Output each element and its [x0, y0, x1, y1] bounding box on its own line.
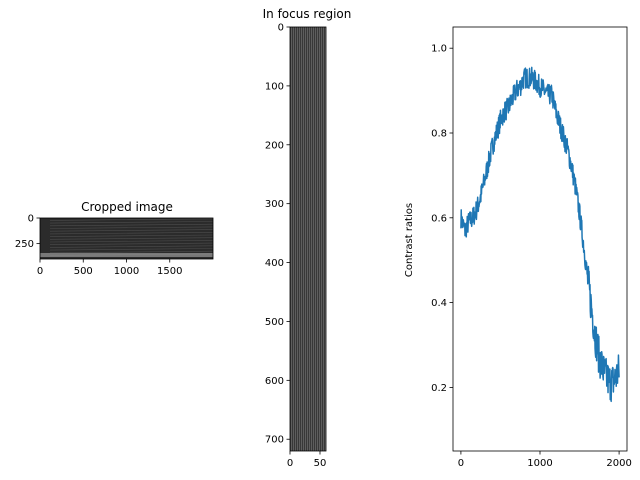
cropped-image-streak [49, 250, 214, 254]
cropped-y-tick: 0 [28, 214, 34, 225]
contrast-y-tick: 0.2 [431, 383, 447, 394]
focus-x-tick: 0 [287, 458, 293, 469]
cropped-image-streak [49, 232, 214, 235]
contrast-y-tick: 1.0 [431, 44, 447, 55]
contrast-ratios-plot [460, 66, 620, 403]
cropped-image-plot [40, 218, 214, 259]
contrast-x-tick: 1000 [527, 458, 552, 469]
panel-in-focus-region: In focus region 0 50010020030040050060070… [263, 7, 352, 469]
cropped-image-bright-band [40, 253, 213, 257]
cropped-x-tick: 0 [37, 266, 43, 277]
cropped-image-streak [49, 226, 214, 229]
cropped-image-streak [49, 223, 214, 227]
axes-frame [289, 26, 327, 452]
focus-y-tick: 700 [265, 435, 284, 446]
panel-cropped-image: Cropped image 0 500 1000 1500 0 250 [15, 200, 214, 277]
cropped-image-streak [49, 248, 214, 251]
focus-y-tick: 300 [265, 199, 284, 210]
cropped-image-streak [49, 229, 214, 232]
panel-contrast-ratios: Contrast ratios 0 1000 2000 0.2 0.4 0.6 0.8 1.0 [404, 26, 632, 469]
contrast-y-tick: 0.8 [431, 129, 447, 140]
focus-x-tick: 50 [314, 458, 327, 469]
focus-y-tick: 200 [265, 140, 284, 151]
cropped-image-axes: 0 500 1000 1500 0 250 [15, 214, 214, 277]
cropped-image-streak [49, 237, 214, 240]
focus-y-tick: 100 [265, 81, 284, 92]
cropped-image-streak [49, 218, 214, 221]
cropped-image-streak [49, 240, 214, 243]
focus-y-tick: 600 [265, 376, 284, 387]
in-focus-region-title: In focus region [263, 7, 352, 21]
in-focus-region-plot [290, 27, 326, 451]
cropped-image-title: Cropped image [81, 200, 173, 214]
cropped-x-tick: 500 [74, 266, 93, 277]
contrast-x-tick: 0 [458, 458, 464, 469]
contrast-ratios-line [460, 66, 620, 403]
contrast-x-tick: 2000 [606, 458, 631, 469]
cropped-x-tick: 1500 [157, 266, 182, 277]
focus-y-tick: 400 [265, 258, 284, 269]
cropped-image-streak [49, 221, 214, 224]
contrast-y-tick: 0.6 [431, 213, 447, 224]
focus-y-tick: 0 [278, 23, 284, 34]
cropped-image-streak [49, 242, 214, 245]
cropped-y-tick: 250 [15, 239, 34, 250]
focus-y-tick: 500 [265, 317, 284, 328]
cropped-image-streak [49, 234, 214, 237]
cropped-image-streak [49, 245, 214, 248]
contrast-y-tick: 0.4 [431, 298, 447, 309]
cropped-x-tick: 1000 [114, 266, 139, 277]
focus-image-background [290, 27, 326, 451]
contrast-ratios-axes: 0 1000 2000 0.2 0.4 0.6 0.8 1.0 [431, 26, 632, 469]
contrast-ratios-ylabel: Contrast ratios [404, 203, 415, 277]
